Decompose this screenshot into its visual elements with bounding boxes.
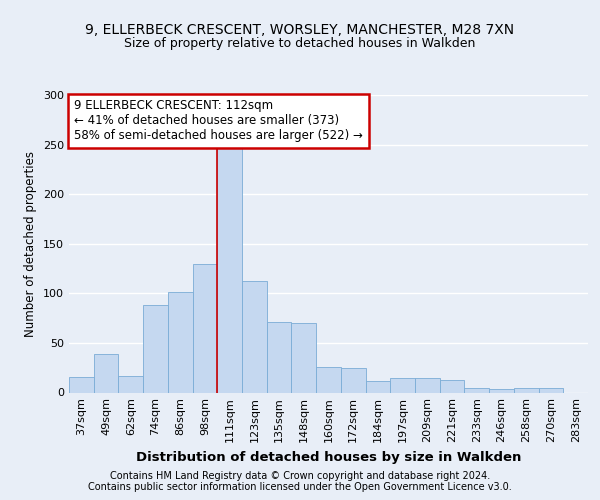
- Bar: [217, 146, 242, 392]
- Bar: [390, 378, 415, 392]
- Bar: [118, 376, 143, 392]
- Bar: [514, 388, 539, 392]
- Bar: [316, 366, 341, 392]
- Text: Size of property relative to detached houses in Walkden: Size of property relative to detached ho…: [124, 38, 476, 51]
- Bar: [193, 264, 217, 392]
- Bar: [415, 378, 440, 392]
- Bar: [168, 292, 193, 392]
- Text: 9 ELLERBECK CRESCENT: 112sqm
← 41% of detached houses are smaller (373)
58% of s: 9 ELLERBECK CRESCENT: 112sqm ← 41% of de…: [74, 100, 363, 142]
- Text: Contains public sector information licensed under the Open Government Licence v3: Contains public sector information licen…: [88, 482, 512, 492]
- Bar: [464, 388, 489, 392]
- Bar: [242, 282, 267, 393]
- Text: 9, ELLERBECK CRESCENT, WORSLEY, MANCHESTER, M28 7XN: 9, ELLERBECK CRESCENT, WORSLEY, MANCHEST…: [85, 23, 515, 37]
- Text: Contains HM Land Registry data © Crown copyright and database right 2024.: Contains HM Land Registry data © Crown c…: [110, 471, 490, 481]
- X-axis label: Distribution of detached houses by size in Walkden: Distribution of detached houses by size …: [136, 450, 521, 464]
- Bar: [489, 388, 514, 392]
- Bar: [143, 305, 168, 392]
- Bar: [69, 376, 94, 392]
- Bar: [341, 368, 365, 392]
- Bar: [292, 323, 316, 392]
- Bar: [94, 354, 118, 393]
- Bar: [365, 380, 390, 392]
- Y-axis label: Number of detached properties: Number of detached properties: [25, 151, 37, 337]
- Bar: [440, 380, 464, 392]
- Bar: [267, 322, 292, 392]
- Bar: [539, 388, 563, 392]
